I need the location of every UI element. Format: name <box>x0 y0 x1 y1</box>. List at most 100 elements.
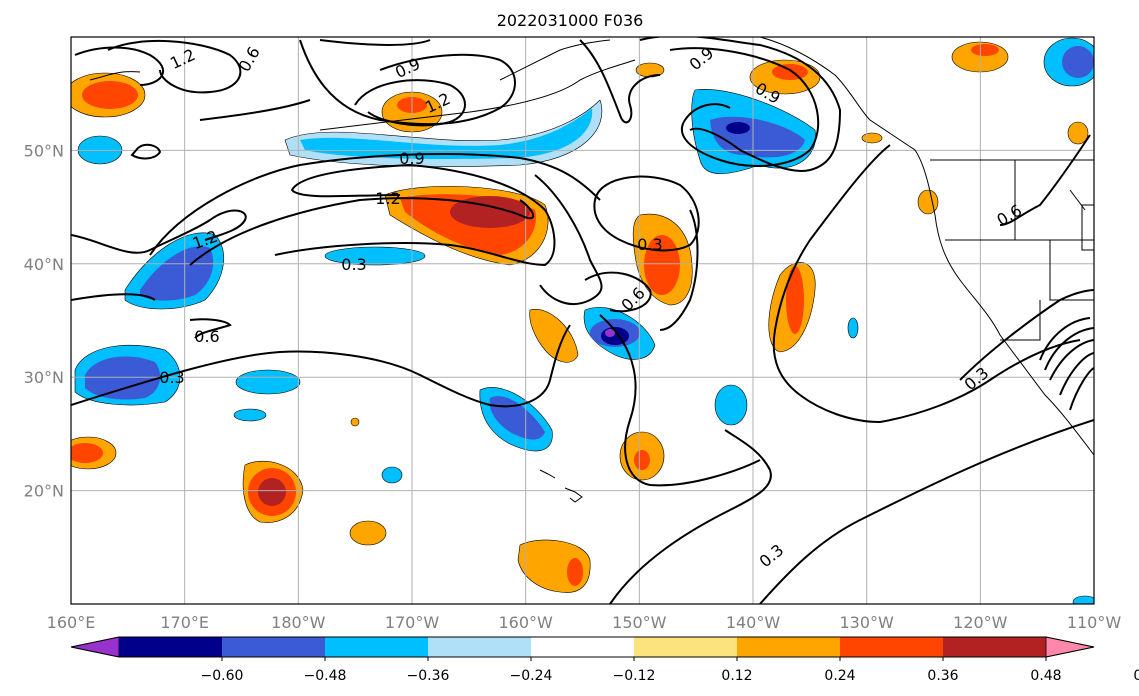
contour-line <box>189 318 232 339</box>
colorbar-outline <box>70 636 1095 658</box>
anomaly-blob <box>1067 121 1089 145</box>
lon-tick-label: 120°W <box>953 613 1008 632</box>
lon-tick-label: 150°W <box>612 613 667 632</box>
contour-line <box>959 289 1094 381</box>
colorbar-segment <box>222 637 325 657</box>
lat-tick-label: 50°N <box>24 141 64 160</box>
colorbar-tick-label: 0.48 <box>1030 668 1061 684</box>
aleutian-islands <box>319 59 636 131</box>
contour-line <box>593 175 700 252</box>
colorbar-segment <box>119 637 222 657</box>
state-borders <box>945 239 1094 301</box>
contour-line <box>189 197 535 266</box>
coastline-north-america <box>759 37 1094 456</box>
colorbar-extend-min <box>70 636 120 658</box>
colorbar-tick-label: 0.24 <box>824 668 855 684</box>
kamchatka-coast <box>89 71 141 81</box>
state-border <box>1081 204 1094 251</box>
lon-tick-label: 140°W <box>726 613 781 632</box>
contour-line <box>71 293 156 301</box>
contour-label: 0.3 <box>637 235 662 254</box>
contour-line <box>74 46 164 86</box>
contour-label: 0.3 <box>159 368 184 387</box>
contour-line <box>1069 367 1094 411</box>
lon-tick-label: 130°W <box>839 613 894 632</box>
contour-line <box>609 429 772 604</box>
anomaly-blob <box>349 520 387 546</box>
anomaly-blob-orange-15n <box>517 539 591 593</box>
anomaly-blob-orange-22n <box>619 431 665 481</box>
colorbar-tick-label: −0.48 <box>304 668 347 684</box>
anomaly-blob-subtropical-purple <box>583 307 656 360</box>
anomaly-blob-ne-blue <box>1043 37 1094 87</box>
lat-tick-label: 40°N <box>24 255 64 274</box>
contour-line <box>772 144 1081 424</box>
colorbar-segment <box>943 637 1046 657</box>
colorbar-segment <box>634 637 737 657</box>
border-us-mexico <box>1000 300 1041 341</box>
anomaly-blob-gulf-blue <box>691 89 816 174</box>
contour-line <box>71 324 571 408</box>
anomaly-blob-far-west-blue <box>74 344 181 406</box>
contour-label: 0.9 <box>399 149 424 168</box>
colorbar-tick-label: 0.36 <box>927 668 958 684</box>
anomaly-blob <box>381 466 403 484</box>
colorbar-extend-max <box>1045 636 1095 658</box>
colorbar-segment <box>737 637 840 657</box>
lon-tick-label: 170°W <box>385 613 440 632</box>
anomaly-blob-red-20n <box>242 460 304 523</box>
contour-line <box>659 209 699 331</box>
colorbar-segment <box>531 637 634 657</box>
colorbar-tick-label: 0.12 <box>721 668 752 684</box>
contour-line <box>599 314 761 487</box>
anomaly-blob-west-orange-23n <box>71 436 117 470</box>
map-panel: 1.2 0.6 0.9 1.2 0.9 0.9 0.9 1.2 1.2 0.3 … <box>70 36 1095 605</box>
contour-line <box>274 163 556 267</box>
contour-line <box>999 134 1091 226</box>
anomaly-blob-east-orange <box>768 262 816 353</box>
contour-label: 1.2 <box>375 189 400 208</box>
lat-tick-label: 20°N <box>24 482 64 501</box>
contour-line <box>579 39 661 124</box>
latitude-ticks: 20°N 30°N 40°N 50°N <box>24 141 64 500</box>
coastlines <box>89 37 1094 503</box>
anomaly-blob-nw-orange <box>71 72 146 118</box>
contour-line <box>1039 317 1091 361</box>
anomaly-blob <box>350 417 360 427</box>
contour-line <box>319 39 431 46</box>
contour-line <box>299 39 516 126</box>
figure-title: 2022031000 F036 <box>497 11 644 30</box>
contour-line <box>107 39 242 94</box>
colorbar-tick-label: −0.24 <box>510 668 553 684</box>
map-frame <box>70 36 1095 605</box>
anomaly-blob <box>235 369 301 395</box>
anomaly-blob-orange-35n <box>529 309 579 363</box>
coastal-feature <box>1069 189 1086 211</box>
colorbar-segment <box>840 637 943 657</box>
anomaly-blob <box>233 408 267 422</box>
anomaly-blob <box>847 317 859 339</box>
contour-line <box>584 271 652 313</box>
lon-tick-label: 160°W <box>498 613 553 632</box>
contour-label: 0.3 <box>341 255 366 274</box>
lon-tick-label: 160°E <box>47 613 96 632</box>
colorbar: −0.60 −0.48 −0.36 −0.24 −0.12 0.12 0.24 0.36 0.4… <box>70 636 1139 684</box>
alaska-peninsula <box>499 39 611 81</box>
lon-tick-label: 180°W <box>271 613 326 632</box>
contour-line <box>639 37 842 172</box>
contour-line <box>199 99 311 121</box>
anomaly-blob <box>917 189 939 215</box>
colorbar-tick-label: 0.60 <box>1133 668 1139 684</box>
contour-line <box>1059 352 1094 396</box>
colorbar-tick-label: −0.60 <box>201 668 244 684</box>
anomaly-blob <box>324 246 426 266</box>
contours <box>71 37 1094 604</box>
colorbar-segment <box>325 637 428 657</box>
colorbar-tick-label: −0.36 <box>407 668 450 684</box>
colorbar-segment <box>428 637 531 657</box>
anomaly-blob <box>861 132 883 144</box>
contour-line <box>71 209 247 254</box>
anomaly-blob <box>1072 595 1094 604</box>
lon-tick-label: 110°W <box>1067 613 1122 632</box>
